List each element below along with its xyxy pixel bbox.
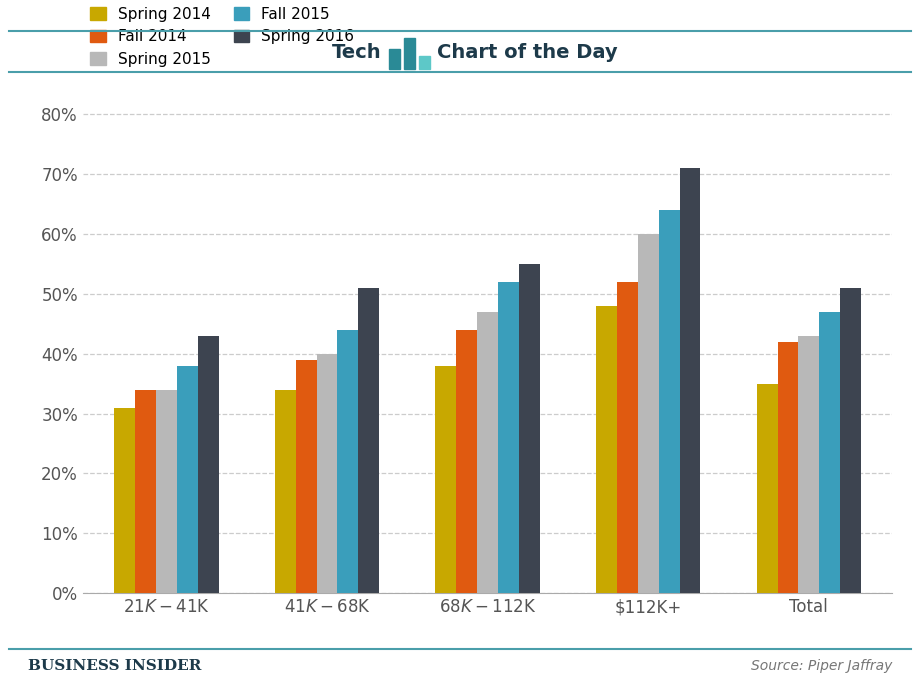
- Bar: [435, 366, 456, 593]
- Text: BUSINESS INSIDER: BUSINESS INSIDER: [28, 659, 200, 673]
- Legend: Spring 2014, Fall 2014, Spring 2015, Fall 2015, Spring 2016: Spring 2014, Fall 2014, Spring 2015, Fal…: [90, 7, 354, 67]
- Bar: [357, 288, 379, 593]
- Bar: [337, 330, 357, 593]
- Bar: [798, 335, 819, 593]
- Text: Tech: Tech: [332, 43, 381, 62]
- Bar: [477, 312, 497, 593]
- Text: Chart of the Day: Chart of the Day: [437, 43, 617, 62]
- Bar: [295, 359, 316, 593]
- Bar: [316, 353, 337, 593]
- Bar: [617, 282, 637, 593]
- Bar: [637, 234, 658, 593]
- Bar: [777, 342, 798, 593]
- Bar: [497, 282, 518, 593]
- Bar: [679, 168, 699, 593]
- Bar: [658, 210, 679, 593]
- Bar: [839, 288, 860, 593]
- Bar: [518, 264, 539, 593]
- Bar: [596, 306, 617, 593]
- Bar: [819, 312, 839, 593]
- Bar: [176, 366, 198, 593]
- Bar: [155, 390, 176, 593]
- Bar: [114, 408, 135, 593]
- Bar: [135, 390, 155, 593]
- Bar: [456, 330, 477, 593]
- Text: Source: Piper Jaffray: Source: Piper Jaffray: [750, 659, 891, 673]
- Bar: [198, 335, 219, 593]
- Bar: [755, 384, 777, 593]
- Bar: [275, 390, 295, 593]
